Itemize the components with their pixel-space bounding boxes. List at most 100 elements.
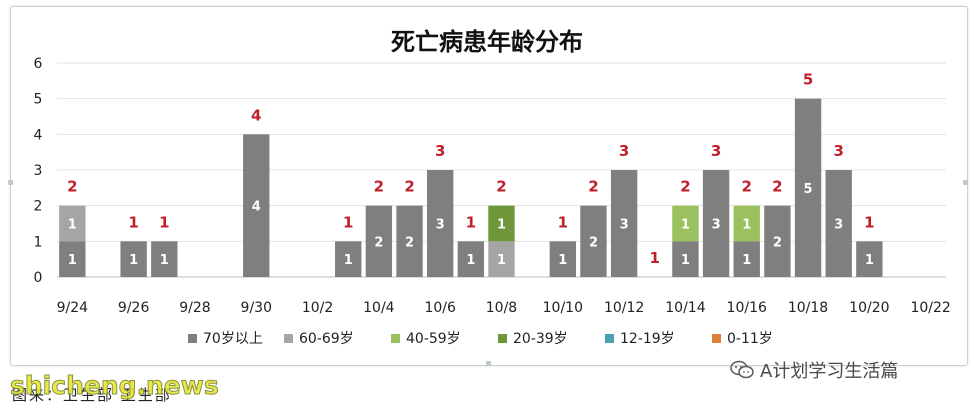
bar-segment bbox=[488, 205, 515, 242]
x-tick-label: 10/6 bbox=[424, 300, 456, 316]
total-label: 1 bbox=[466, 213, 476, 231]
bar-segment bbox=[243, 134, 270, 277]
legend-swatch bbox=[391, 334, 400, 343]
bar-segment bbox=[733, 205, 760, 242]
x-tick-label: 9/24 bbox=[57, 300, 89, 316]
segment-value-label: 1 bbox=[681, 218, 690, 233]
bar-segment bbox=[702, 170, 730, 277]
bar-segment bbox=[580, 205, 607, 277]
bar-segment bbox=[672, 241, 699, 277]
segment-value-label: 1 bbox=[466, 253, 475, 268]
segment-value-label: 2 bbox=[589, 235, 598, 250]
total-label: 2 bbox=[680, 178, 690, 196]
chart-title: 死亡病患年龄分布 bbox=[391, 28, 583, 56]
x-tick-label: 10/10 bbox=[543, 300, 583, 316]
y-axis: 0 1 2 3 4 5 6 bbox=[34, 56, 43, 286]
x-tick-label: 10/12 bbox=[604, 300, 644, 316]
segment-value-label: 5 bbox=[804, 182, 813, 197]
legend-swatch bbox=[188, 334, 197, 343]
wechat-account: A计划学习生活篇 bbox=[730, 356, 898, 384]
x-tick-label: 9/28 bbox=[179, 300, 210, 316]
total-label: 3 bbox=[619, 142, 629, 160]
segment-value-label: 4 bbox=[252, 200, 261, 215]
x-tick-label: 10/20 bbox=[849, 300, 889, 316]
total-label: 3 bbox=[435, 142, 445, 160]
watermark: shicheng.news bbox=[10, 371, 220, 401]
bar-segment bbox=[794, 98, 822, 278]
y-tick-label: 1 bbox=[34, 234, 43, 250]
resize-handle-bottom[interactable] bbox=[486, 361, 491, 366]
total-label: 2 bbox=[404, 178, 414, 196]
bar-segment bbox=[610, 170, 638, 277]
segment-value-label: 1 bbox=[742, 218, 751, 233]
bar-segment bbox=[764, 205, 791, 277]
y-tick-label: 4 bbox=[34, 127, 43, 143]
legend-label: 60-69岁 bbox=[299, 331, 354, 347]
bar-segment bbox=[335, 241, 362, 277]
total-label: 2 bbox=[772, 178, 782, 196]
x-tick-label: 10/22 bbox=[910, 300, 950, 316]
legend-swatch bbox=[712, 334, 721, 343]
legend-label: 40-59岁 bbox=[406, 331, 461, 347]
y-tick-label: 6 bbox=[34, 56, 43, 72]
segment-value-label: 2 bbox=[405, 235, 414, 250]
segment-value-label: 1 bbox=[344, 253, 353, 268]
resize-handle-right[interactable] bbox=[963, 180, 968, 185]
bar-segment bbox=[365, 205, 393, 277]
x-axis: 9/24 9/26 9/28 9/30 10/2 10/4 10/6 10/8 10/10 10/… bbox=[57, 300, 951, 316]
y-tick-label: 0 bbox=[34, 270, 43, 286]
bar-segment bbox=[59, 205, 86, 242]
x-tick-label: 10/4 bbox=[363, 300, 395, 316]
legend-label: 0-11岁 bbox=[727, 331, 773, 347]
y-tick-label: 3 bbox=[34, 163, 43, 179]
bars bbox=[59, 98, 883, 278]
segment-value-label: 3 bbox=[620, 218, 629, 233]
segment-value-label: 3 bbox=[712, 218, 721, 233]
bar-segment bbox=[549, 241, 576, 277]
resize-handle-left[interactable] bbox=[8, 180, 13, 185]
bar-segment bbox=[672, 205, 699, 242]
total-label: 5 bbox=[803, 71, 813, 89]
legend-swatch bbox=[284, 334, 293, 343]
segment-value-label: 1 bbox=[681, 253, 690, 268]
bar-segment bbox=[120, 241, 147, 277]
x-tick-label: 10/14 bbox=[665, 300, 705, 316]
y-tick-label: 2 bbox=[34, 199, 43, 215]
segment-value-label: 1 bbox=[865, 253, 874, 268]
segment-value-label: 2 bbox=[374, 235, 383, 250]
chart: 死亡病患年龄分布 0 1 2 3 4 5 6 1 1 2 1 1 1 1 4 4 1 1 2 2 2 2 3 3 1 1 1 1 2 1… bbox=[34, 28, 951, 347]
total-label: 2 bbox=[588, 178, 598, 196]
y-tick-label: 5 bbox=[34, 92, 43, 108]
legend-swatch bbox=[498, 334, 507, 343]
bar-segment bbox=[59, 241, 86, 277]
total-label: 4 bbox=[251, 106, 261, 124]
bar-segment bbox=[396, 205, 423, 277]
bar-segment bbox=[427, 170, 454, 277]
total-label: 2 bbox=[742, 178, 752, 196]
total-label: 2 bbox=[67, 178, 77, 196]
total-label: 1 bbox=[128, 213, 138, 231]
wechat-account-name: A计划学习生活篇 bbox=[760, 361, 899, 382]
total-label: 1 bbox=[864, 213, 874, 231]
bar-segment bbox=[825, 170, 852, 277]
total-label: 1 bbox=[343, 213, 353, 231]
x-tick-label: 9/26 bbox=[118, 300, 150, 316]
x-tick-label: 10/16 bbox=[727, 300, 767, 316]
total-label: 3 bbox=[833, 142, 843, 160]
segment-value-label: 1 bbox=[497, 218, 506, 233]
bar-segment bbox=[733, 241, 760, 277]
total-label: 2 bbox=[496, 178, 506, 196]
bar-segment bbox=[151, 241, 178, 277]
total-label: 3 bbox=[711, 142, 721, 160]
segment-value-label: 3 bbox=[834, 218, 843, 233]
bar-segment bbox=[488, 241, 515, 277]
segment-value-label: 1 bbox=[68, 218, 77, 233]
legend-label: 12-19岁 bbox=[620, 331, 675, 347]
x-tick-label: 10/18 bbox=[788, 300, 828, 316]
legend-swatch bbox=[605, 334, 614, 343]
total-label: 2 bbox=[374, 178, 384, 196]
legend: 70岁以上 60-69岁 40-59岁 20-39岁 12-19岁 0-11岁 bbox=[188, 331, 773, 347]
segment-value-label: 1 bbox=[497, 253, 506, 268]
data-labels: 1 1 2 1 1 1 1 4 4 1 1 2 2 2 2 3 3 1 1 1 1 2 1 1 2 2 3 3 1 1 1 2 3 3 1 1 2 2 2 5… bbox=[67, 71, 874, 268]
total-label: 1 bbox=[650, 249, 660, 267]
